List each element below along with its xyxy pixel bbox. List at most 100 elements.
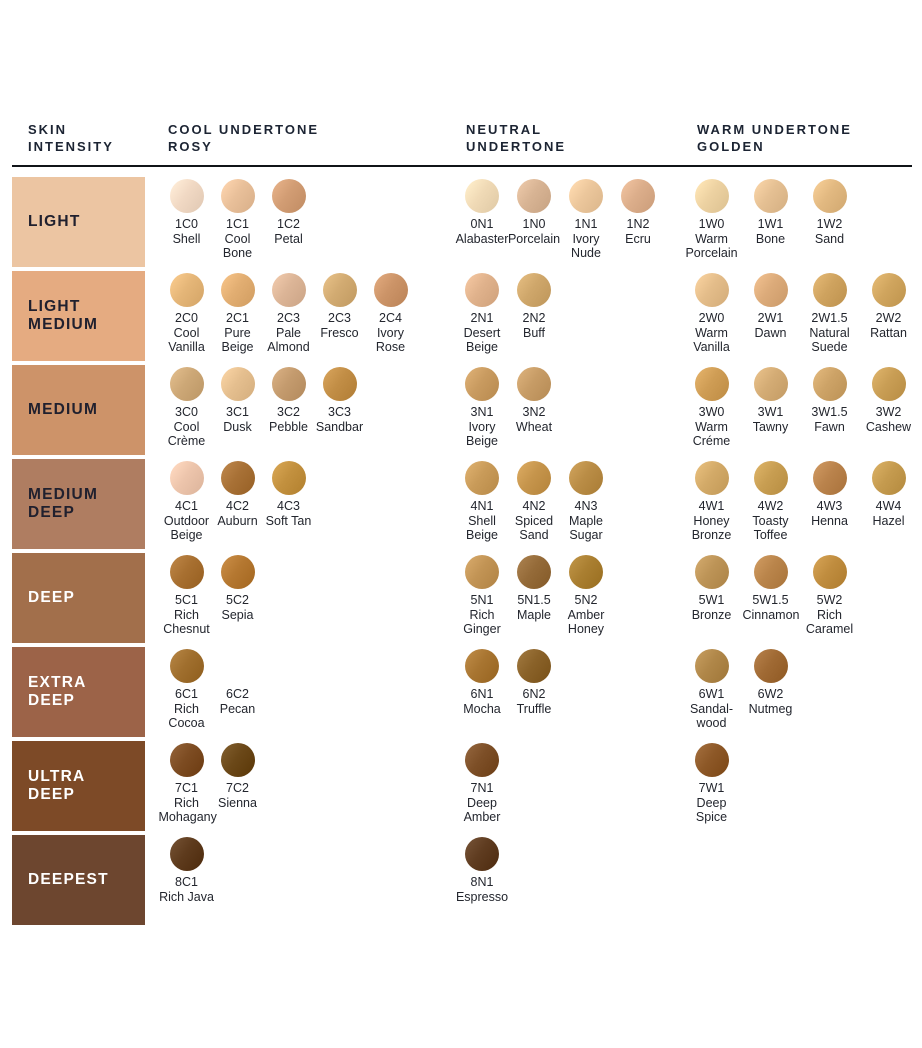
shade-item: 7C2 Sienna <box>212 741 263 811</box>
intensity-row: EXTRA DEEP 6C1 Rich Cocoa 6C2 Pecan 6N1 … <box>12 646 912 737</box>
intensity-label: MEDIUM <box>28 400 99 418</box>
shade-item: 4W3 Henna <box>800 459 859 529</box>
shade-name: Soft Tan <box>265 513 312 528</box>
shade-name: Shell <box>172 231 201 246</box>
shade-item: 5C1 Rich Chesnut <box>161 553 212 637</box>
shade-code: 7N1 <box>470 780 494 795</box>
shade-name: Sepia <box>221 607 254 622</box>
shade-item: 5W1.5 Cinnamon <box>741 553 800 623</box>
shade-code: 2C1 <box>226 310 249 325</box>
shade-name: Pure Beige <box>221 325 254 355</box>
shade-item: 0N1 Alabaster <box>456 177 508 247</box>
shade-code: 6W1 <box>698 686 725 701</box>
warm-shades-cell: 5W1 Bronze 5W1.5 Cinnamon 5W2 Rich Caram… <box>670 553 922 643</box>
intensity-label: DEEPEST <box>28 870 109 888</box>
shade-swatch-icon <box>373 272 408 307</box>
shade-swatch-icon <box>753 554 788 589</box>
shade-swatch-icon <box>694 366 729 401</box>
intensity-swatch: DEEP <box>12 552 145 643</box>
shade-name: Toasty Toffee <box>752 513 789 543</box>
shade-item: 3W1.5 Fawn <box>800 365 859 435</box>
intensity-swatch: LIGHT MEDIUM <box>12 270 145 361</box>
shade-swatch-icon <box>517 366 551 401</box>
shade-swatch-icon <box>169 178 204 213</box>
shade-swatch-icon <box>694 178 729 213</box>
shade-item: 1W1 Bone <box>741 177 800 247</box>
shade-code: 7C1 <box>175 780 198 795</box>
neutral-shades-cell: 3N1 Ivory Beige 3N2 Wheat <box>440 365 670 455</box>
shade-swatch-icon <box>871 460 906 495</box>
shade-item: 6N2 Truffle <box>508 647 560 717</box>
shade-code: 2C3 <box>277 310 300 325</box>
intensity-label: ULTRA DEEP <box>28 767 86 803</box>
shade-item: 8C1 Rich Java <box>159 835 214 905</box>
warm-shades-cell: 6W1 Sandal-wood 6W2 Nutmeg <box>670 647 922 737</box>
shade-swatch-icon <box>621 178 655 213</box>
shade-code: 5N1 <box>470 592 494 607</box>
shade-name: Maple Sugar <box>568 513 604 543</box>
shade-swatch-icon <box>169 366 204 401</box>
shade-name: Tawny <box>752 419 789 434</box>
shade-item: 1C0 Shell <box>161 177 212 247</box>
shade-code: 5W1 <box>698 592 725 607</box>
warm-shades-cell: 3W0 Warm Créme 3W1 Tawny 3W1.5 Fawn 3W2 … <box>670 365 922 455</box>
shade-code: 2C3 <box>328 310 351 325</box>
shade-swatch-icon <box>220 272 255 307</box>
shade-swatch-icon <box>569 178 603 213</box>
shade-name: Wheat <box>515 419 553 434</box>
shade-code: 6N2 <box>522 686 546 701</box>
shade-name: Warm Créme <box>692 419 731 449</box>
intensity-label: MEDIUM DEEP <box>28 485 99 521</box>
shade-code: 1C0 <box>175 216 198 231</box>
shade-item: 5N1 Rich Ginger <box>456 553 508 637</box>
shade-name: Rich Ginger <box>463 607 501 637</box>
header-neutral-undertone: NEUTRAL UNDERTONE <box>466 122 567 154</box>
shade-code: 2W1.5 <box>811 310 848 325</box>
header-skin-intensity: SKIN INTENSITY <box>28 122 114 154</box>
shade-swatch-icon <box>465 178 499 213</box>
shade-swatch-icon <box>169 742 204 777</box>
shade-name: Amber Honey <box>567 607 605 637</box>
warm-shades-cell: 2W0 Warm Vanilla 2W1 Dawn 2W1.5 Natural … <box>670 271 922 361</box>
shade-item: 3C0 Cool Crème <box>161 365 212 449</box>
shade-name: Cool Crème <box>167 419 206 449</box>
shade-code: 7C2 <box>226 780 249 795</box>
shade-code: 1W1 <box>757 216 784 231</box>
warm-shades-cell <box>670 835 922 925</box>
shade-name: Rich Chesnut <box>163 607 210 637</box>
shade-code: 1N2 <box>626 216 650 231</box>
shade-swatch-icon <box>220 178 255 213</box>
neutral-shades-cell: 5N1 Rich Ginger 5N1.5 Maple 5N2 Amber Ho… <box>440 553 670 643</box>
shade-item: 4C1 Outdoor Beige <box>161 459 212 543</box>
shade-code: 3W0 <box>698 404 725 419</box>
shade-item: 2C3 Pale Almond <box>263 271 314 355</box>
shade-swatch-icon <box>271 366 306 401</box>
shade-name: Honey Bronze <box>691 513 732 543</box>
cool-shades-cell: 2C0 Cool Vanilla 2C1 Pure Beige 2C3 Pale… <box>145 271 440 361</box>
shade-swatch-icon <box>271 178 306 213</box>
shade-swatch-icon <box>465 554 499 589</box>
shade-item: 4W2 Toasty Toffee <box>741 459 800 543</box>
shade-code: 5C2 <box>226 592 249 607</box>
shade-swatch-icon <box>169 460 204 495</box>
shade-item: 8N1 Espresso <box>456 835 508 905</box>
neutral-shades-cell: 6N1 Mocha 6N2 Truffle <box>440 647 670 737</box>
shade-name: Cinnamon <box>742 607 800 622</box>
shade-name: Rich Mohagany <box>158 795 217 825</box>
shade-name: Hazel <box>872 513 905 528</box>
shade-code: 3W1.5 <box>811 404 848 419</box>
shade-swatch-icon <box>812 460 847 495</box>
shade-swatch-icon <box>569 554 603 589</box>
shade-swatch-icon <box>812 272 847 307</box>
shade-item: 2W0 Warm Vanilla <box>682 271 741 355</box>
shade-name: Sand <box>814 231 845 246</box>
shade-name: Sandbar <box>315 419 364 434</box>
cool-shades-cell: 1C0 Shell 1C1 Cool Bone 1C2 Petal <box>145 177 440 267</box>
shade-item: 1W2 Sand <box>800 177 859 247</box>
shade-swatch-icon <box>220 366 255 401</box>
intensity-row: DEEP 5C1 Rich Chesnut 5C2 Sepia 5N1 Rich… <box>12 552 912 643</box>
shade-swatch-icon <box>517 460 551 495</box>
shade-code: 3C0 <box>175 404 198 419</box>
neutral-shades-cell: 8N1 Espresso <box>440 835 670 925</box>
intensity-row: MEDIUM DEEP 4C1 Outdoor Beige 4C2 Auburn… <box>12 458 912 549</box>
